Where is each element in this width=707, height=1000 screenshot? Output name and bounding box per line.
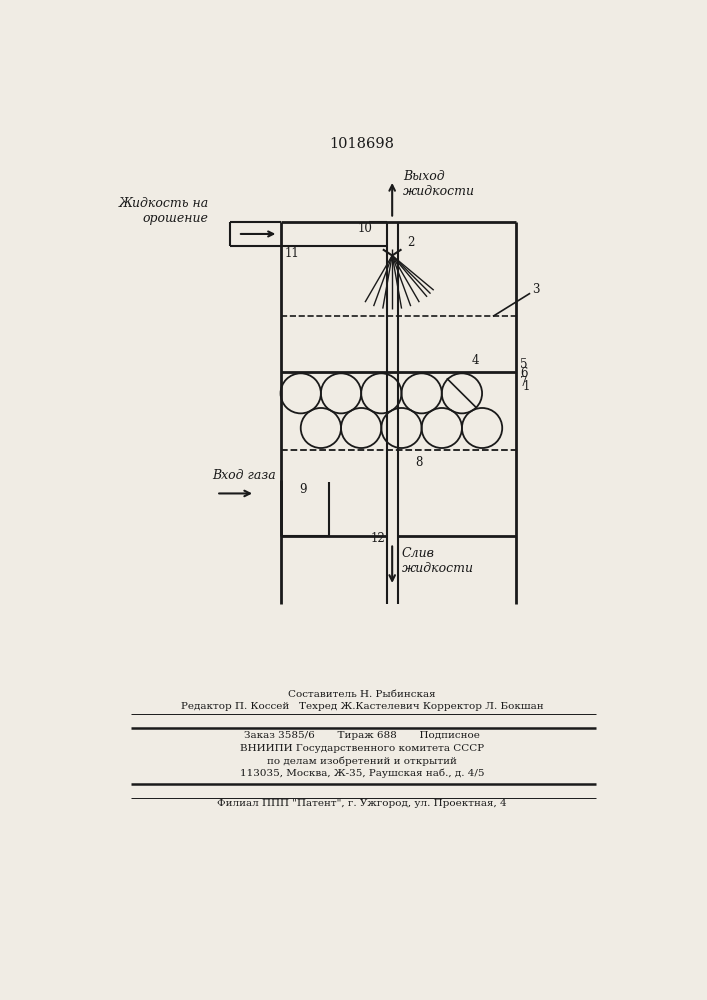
Text: Слив
жидкости: Слив жидкости <box>402 547 474 575</box>
Text: 3: 3 <box>532 283 539 296</box>
Text: 8: 8 <box>416 456 423 470</box>
Text: 4: 4 <box>472 354 479 367</box>
Text: 113035, Москва, Ж-35, Раушская наб., д. 4/5: 113035, Москва, Ж-35, Раушская наб., д. … <box>240 768 484 778</box>
Text: 9: 9 <box>299 483 307 496</box>
Text: Жидкость на
орошение: Жидкость на орошение <box>118 197 209 225</box>
Text: ВНИИПИ Государственного комитета СССР: ВНИИПИ Государственного комитета СССР <box>240 744 484 753</box>
Text: 11: 11 <box>284 247 299 260</box>
Text: 7: 7 <box>520 376 527 389</box>
Text: 10: 10 <box>357 222 372 235</box>
Text: 12: 12 <box>370 532 385 545</box>
Text: Составитель Н. Рыбинская: Составитель Н. Рыбинская <box>288 690 436 699</box>
Text: 1: 1 <box>522 379 530 392</box>
Text: 5: 5 <box>520 358 527 371</box>
Text: Заказ 3585/6       Тираж 688       Подписное: Заказ 3585/6 Тираж 688 Подписное <box>244 731 480 740</box>
Text: Выход
жидкости: Выход жидкости <box>403 170 475 198</box>
Text: Вход газа: Вход газа <box>212 469 276 482</box>
Text: 1018698: 1018698 <box>329 137 395 151</box>
Text: 6: 6 <box>520 367 527 380</box>
Text: 2: 2 <box>408 236 415 249</box>
Text: по делам изобретений и открытий: по делам изобретений и открытий <box>267 756 457 766</box>
Text: Редактор П. Коссей   Техред Ж.Кастелевич Корректор Л. Бокшан: Редактор П. Коссей Техред Ж.Кастелевич К… <box>180 702 543 711</box>
Text: Филиал ППП "Патент", г. Ужгород, ул. Проектная, 4: Филиал ППП "Патент", г. Ужгород, ул. Про… <box>217 799 507 808</box>
